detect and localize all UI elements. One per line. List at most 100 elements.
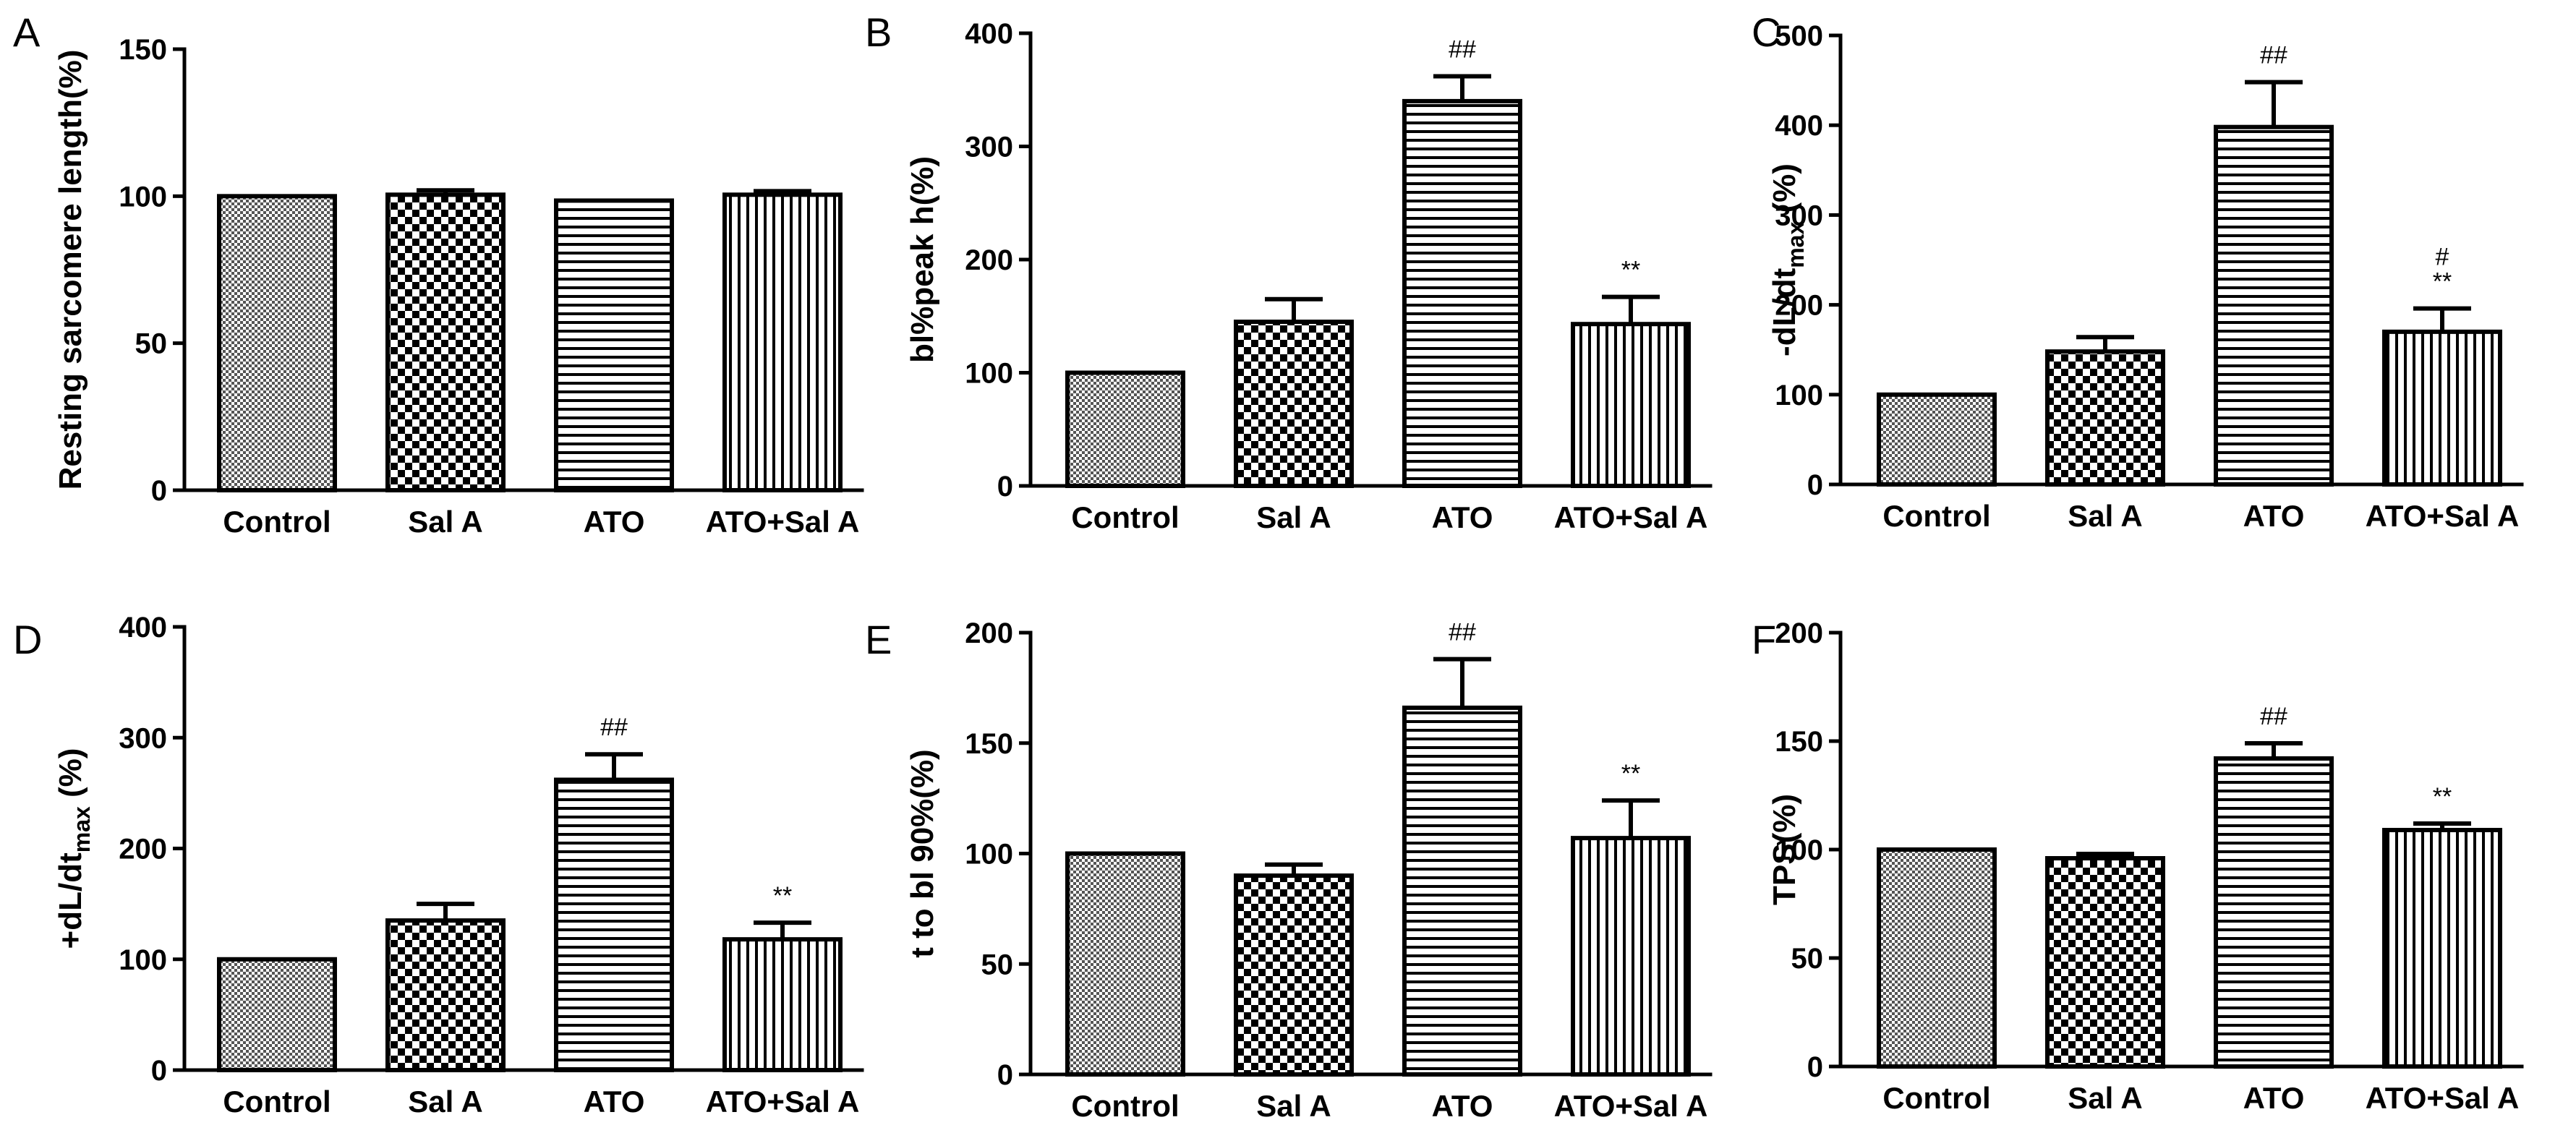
y-tick-label: 200 — [119, 834, 167, 865]
x-category-label: ATO — [584, 505, 645, 539]
y-tick-label: 0 — [1807, 469, 1823, 501]
panel-letter: D — [13, 617, 42, 662]
bar-ato-sal-a — [1571, 836, 1691, 1077]
x-category-label: Control — [1071, 1089, 1179, 1123]
x-category-label: Sal A — [2068, 499, 2142, 533]
x-category-label: Control — [1071, 500, 1179, 534]
x-category-label: ATO+Sal A — [1554, 1089, 1708, 1123]
significance-label: ## — [1449, 619, 1476, 646]
y-tick-label: 200 — [1775, 290, 1823, 322]
y-tick-label: 50 — [981, 949, 1014, 980]
panel-letter: C — [1752, 9, 1780, 55]
y-axis-label: TPS(%) — [1767, 794, 1802, 905]
y-tick-label: 100 — [119, 944, 167, 976]
y-tick-label: 400 — [1775, 110, 1823, 142]
y-axis-label-main: bl%peak h(%) — [905, 156, 940, 363]
y-tick-label: 0 — [1807, 1051, 1823, 1083]
bar-control — [217, 194, 337, 492]
y-axis-label: Resting sarcomere length(%) — [53, 50, 88, 490]
y-tick-label: 300 — [1775, 200, 1823, 231]
y-tick-label: 200 — [965, 617, 1013, 649]
y-axis-label-main: Resting sarcomere length(%) — [53, 50, 88, 490]
y-tick-label: 100 — [965, 839, 1013, 871]
bar-control — [217, 957, 337, 1072]
chart-panel-e: Et to bl 90%(%) 0 50 100 150 200 Control Sal A #… — [865, 617, 1713, 1123]
y-tick-label: 500 — [1775, 20, 1823, 52]
x-category-label: Control — [1882, 1081, 1990, 1115]
y-tick-label: 0 — [997, 1059, 1013, 1091]
x-category-label: ATO+Sal A — [2366, 1081, 2520, 1115]
y-tick-label: 0 — [151, 1055, 167, 1087]
bar-ato — [554, 777, 674, 1072]
bar-ato — [2214, 124, 2334, 487]
y-axis-label: t to bl 90%(%) — [905, 749, 940, 957]
y-tick-label: 100 — [1775, 834, 1823, 866]
y-axis-label-main: -dL/dt — [1767, 268, 1802, 356]
x-category-label: ATO — [1432, 500, 1493, 534]
x-category-label: ATO — [2243, 1081, 2305, 1115]
chart-panel-d: D +dL/dtmax (%) 0 100 200 300 400 Control Sal A #… — [13, 612, 864, 1119]
bar-sal-a — [385, 918, 506, 1073]
bar-ato-sal-a — [2382, 329, 2502, 487]
y-axis-label-main: TPS(%) — [1767, 794, 1802, 905]
y-axis-label-main: t to bl 90%(%) — [905, 749, 940, 957]
y-tick-label: 150 — [119, 34, 167, 66]
bar-ato-sal-a — [1571, 322, 1691, 488]
y-tick-label: 100 — [965, 358, 1013, 390]
y-tick-label: 300 — [119, 722, 167, 754]
panel-letter: A — [13, 9, 40, 55]
x-category-label: ATO+Sal A — [706, 1085, 860, 1119]
x-category-label: Sal A — [408, 1085, 482, 1119]
chart-panel-c: C -dL/dtmax (%) 0 100 200 300 400 500 Control Sal… — [1752, 9, 2524, 533]
y-axis-label: +dL/dtmax (%) — [53, 748, 95, 949]
bar-ato-sal-a — [2382, 828, 2502, 1069]
x-category-label: ATO+Sal A — [706, 505, 860, 539]
x-category-label: Sal A — [1256, 500, 1331, 534]
bar-ato — [1402, 98, 1522, 488]
x-category-label: ATO — [1432, 1089, 1493, 1123]
bar-ato-sal-a — [722, 937, 843, 1073]
y-tick-label: 50 — [1791, 943, 1824, 975]
chart-panel-b: Bbl%peak h(%) 0 100 200 300 400 Control Sal A ##… — [865, 9, 1713, 534]
y-axis-label-suffix: (%) — [1767, 163, 1802, 222]
y-axis-label: -dL/dtmax (%) — [1767, 163, 1809, 356]
significance-label: # — [2436, 244, 2449, 271]
bar-ato-sal-a — [722, 192, 843, 492]
y-tick-label: 0 — [997, 471, 1013, 503]
significance-label: ** — [2433, 268, 2452, 296]
y-tick-label: 100 — [1775, 380, 1823, 411]
y-tick-label: 200 — [965, 244, 1013, 276]
x-category-label: Control — [1882, 499, 1990, 533]
significance-label: ** — [773, 882, 792, 910]
significance-label: ## — [2260, 703, 2287, 730]
y-tick-label: 150 — [1775, 726, 1823, 758]
bar-sal-a — [2045, 856, 2165, 1069]
bar-ato — [2214, 756, 2334, 1069]
x-category-label: ATO — [2243, 499, 2305, 533]
significance-label: ** — [1621, 257, 1640, 284]
x-category-label: ATO — [584, 1085, 645, 1119]
bar-ato — [554, 198, 674, 492]
significance-label: ## — [1449, 35, 1476, 63]
bar-control — [1065, 851, 1185, 1077]
panel-letter: B — [865, 9, 892, 55]
y-axis-label: bl%peak h(%) — [905, 156, 940, 363]
y-tick-label: 400 — [965, 18, 1013, 50]
x-category-label: Control — [223, 505, 330, 539]
x-category-label: Sal A — [1256, 1089, 1331, 1123]
x-category-label: Sal A — [408, 505, 482, 539]
bar-control — [1877, 392, 1997, 487]
y-axis-label-subscript: max — [1783, 222, 1809, 268]
bar-sal-a — [2045, 349, 2165, 487]
significance-label: ## — [600, 714, 628, 741]
x-category-label: ATO+Sal A — [2366, 499, 2520, 533]
chart-panel-a: A Resting sarcomere length(%) 0 50 100 150 Con… — [13, 9, 864, 539]
y-tick-label: 400 — [119, 612, 167, 644]
x-category-label: Control — [223, 1085, 330, 1119]
panel-letter: F — [1752, 617, 1776, 662]
bar-sal-a — [385, 192, 506, 492]
y-axis-label-suffix: (%) — [53, 748, 88, 807]
bar-ato — [1402, 705, 1522, 1077]
significance-label: ** — [1621, 760, 1640, 787]
